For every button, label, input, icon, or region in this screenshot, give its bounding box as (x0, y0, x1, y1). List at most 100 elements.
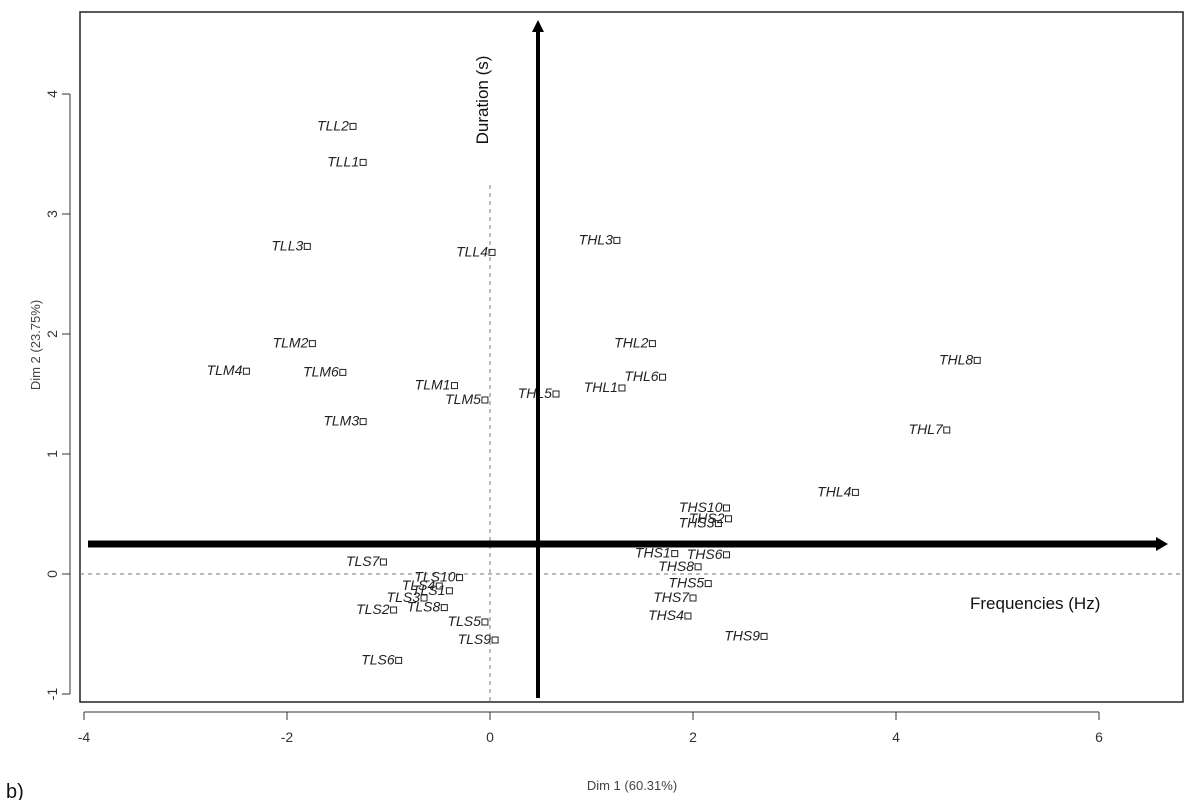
y-tick-label: 4 (44, 90, 60, 98)
point-label: TLL1 (327, 153, 359, 169)
point-marker (390, 606, 398, 614)
point-label: TLS5 (447, 613, 481, 629)
point-marker (694, 563, 702, 571)
y-tick-label: 1 (44, 450, 60, 458)
point-marker (722, 551, 730, 559)
point-label: THS9 (724, 627, 760, 643)
point-marker (491, 636, 499, 644)
point-marker (618, 384, 626, 392)
x-axis-title: Dim 1 (60.31%) (587, 778, 677, 793)
y-axis-title: Dim 2 (23.75%) (28, 300, 43, 390)
point-marker (420, 594, 428, 602)
x-tick-label: 6 (1095, 729, 1103, 745)
point-marker (440, 604, 448, 612)
point-marker (973, 356, 981, 364)
duration-arrow-label: Duration (s) (473, 56, 492, 145)
y-tick-label: 3 (44, 210, 60, 218)
point-label: TLS7 (346, 553, 381, 569)
plot-frame (79, 11, 1184, 703)
point-label: THS10 (679, 499, 723, 515)
x-tick-label: 2 (689, 729, 697, 745)
point-label: TLS2 (356, 601, 390, 617)
point-label: THL3 (579, 231, 613, 247)
point-label: TLM4 (207, 362, 243, 378)
point-marker (349, 122, 357, 130)
point-label: TLM1 (415, 377, 451, 393)
point-marker (445, 587, 453, 595)
frequency-arrowhead (1156, 537, 1168, 551)
point-marker (379, 558, 387, 566)
point-label: TLS9 (458, 631, 492, 647)
point-label: TLS6 (361, 651, 395, 667)
point-marker (671, 550, 679, 558)
point-label: THL8 (939, 351, 973, 367)
point-label: TLS10 (414, 569, 455, 585)
point-label: THL2 (614, 335, 648, 351)
panel-label: b) (6, 781, 24, 800)
point-label: TLL2 (317, 117, 349, 133)
point-label: TLM6 (303, 363, 339, 379)
point-marker (359, 418, 367, 426)
point-label: TLM2 (273, 335, 309, 351)
point-label: THS5 (668, 575, 704, 591)
x-tick-label: 4 (892, 729, 900, 745)
point-marker (339, 368, 347, 376)
point-marker (456, 574, 464, 582)
x-tick-label: 0 (486, 729, 494, 745)
point-marker (242, 367, 250, 375)
point-label: THS1 (635, 545, 671, 561)
point-label: TLM3 (323, 413, 359, 429)
point-label: THL4 (817, 483, 851, 499)
point-marker (851, 488, 859, 496)
point-label: THS4 (648, 607, 684, 623)
point-label: TLM5 (445, 391, 481, 407)
point-marker (303, 242, 311, 250)
point-marker (552, 390, 560, 398)
y-tick-label: 0 (44, 570, 60, 578)
point-marker (725, 515, 733, 523)
x-axis: -4 -2 0 2 4 6 (78, 711, 1103, 745)
point-label: TLL3 (271, 237, 303, 253)
point-marker (684, 612, 692, 620)
point-label: THS3 (679, 515, 715, 531)
point-marker (359, 158, 367, 166)
point-marker (481, 396, 489, 404)
point-marker (488, 248, 496, 256)
point-marker (760, 632, 768, 640)
point-marker (689, 594, 697, 602)
point-label: TLS8 (407, 599, 441, 615)
point-marker (613, 236, 621, 244)
point-label: THL1 (584, 379, 618, 395)
frequency-arrow-label: Frequencies (Hz) (970, 594, 1100, 613)
point-label: THL5 (518, 385, 552, 401)
point-label: TLL4 (456, 243, 488, 259)
point-label: TLS1 (412, 582, 445, 598)
point-marker (481, 618, 489, 626)
x-tick-label: -4 (78, 729, 91, 745)
point-label: THL7 (909, 421, 944, 437)
point-marker (395, 656, 403, 664)
point-marker (450, 382, 458, 390)
point-label: THS7 (653, 589, 690, 605)
point-label: TLS3 (387, 589, 421, 605)
x-tick-label: -2 (281, 729, 294, 745)
point-marker (704, 580, 712, 588)
point-marker (943, 426, 951, 434)
point-label: THS6 (687, 546, 723, 562)
point-marker (648, 340, 656, 348)
point-marker (435, 582, 443, 590)
point-marker (714, 520, 722, 528)
reference-lines (80, 185, 1183, 702)
point-marker (722, 504, 730, 512)
point-marker (308, 340, 316, 348)
y-tick-label: 2 (44, 330, 60, 338)
point-label: THL6 (624, 368, 658, 384)
duration-arrowhead (532, 20, 544, 32)
point-marker (659, 373, 667, 381)
point-label: THS8 (658, 558, 694, 574)
y-tick-label: -1 (44, 688, 60, 701)
y-axis: -1 0 1 2 3 4 (44, 90, 71, 701)
point-label: TLS4 (402, 577, 436, 593)
